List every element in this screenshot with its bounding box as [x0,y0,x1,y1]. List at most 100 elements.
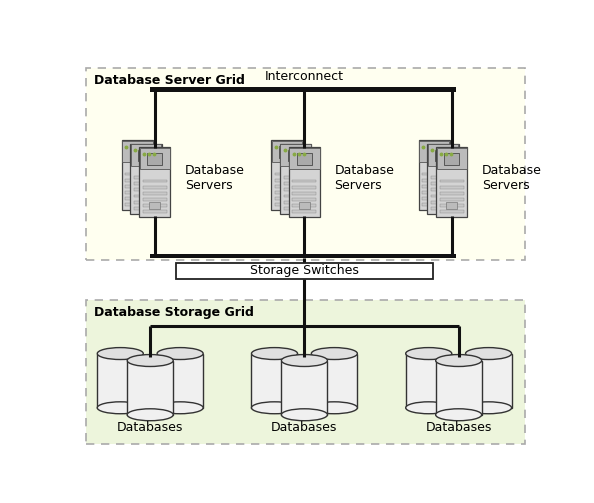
FancyBboxPatch shape [435,149,451,161]
Polygon shape [311,354,358,408]
FancyBboxPatch shape [422,179,446,182]
FancyBboxPatch shape [429,195,440,202]
FancyBboxPatch shape [289,148,320,170]
Ellipse shape [466,348,511,360]
Text: Database
Servers: Database Servers [334,164,394,193]
FancyBboxPatch shape [444,153,459,165]
FancyBboxPatch shape [125,191,149,194]
FancyBboxPatch shape [275,203,299,206]
Polygon shape [97,354,143,408]
FancyBboxPatch shape [143,180,167,183]
Ellipse shape [406,402,451,414]
FancyBboxPatch shape [422,197,446,200]
FancyBboxPatch shape [292,180,317,183]
FancyBboxPatch shape [431,201,455,204]
FancyBboxPatch shape [176,263,434,279]
FancyBboxPatch shape [290,199,301,205]
FancyBboxPatch shape [143,204,167,207]
FancyBboxPatch shape [289,147,320,217]
FancyBboxPatch shape [131,144,161,166]
Polygon shape [466,354,511,408]
FancyBboxPatch shape [292,186,317,189]
FancyBboxPatch shape [134,195,158,197]
FancyBboxPatch shape [122,141,153,162]
Ellipse shape [157,402,203,414]
FancyBboxPatch shape [426,146,442,158]
FancyBboxPatch shape [422,191,446,194]
FancyBboxPatch shape [292,210,317,213]
FancyBboxPatch shape [427,144,459,214]
Text: Database Storage Grid: Database Storage Grid [94,306,254,319]
FancyBboxPatch shape [436,147,467,217]
Text: Interconnect: Interconnect [265,70,344,83]
Ellipse shape [251,402,298,414]
FancyBboxPatch shape [132,195,143,202]
FancyBboxPatch shape [122,140,153,210]
FancyBboxPatch shape [280,144,311,214]
FancyBboxPatch shape [275,179,299,182]
FancyBboxPatch shape [86,68,526,260]
FancyBboxPatch shape [131,144,162,214]
Ellipse shape [435,355,482,367]
FancyBboxPatch shape [141,199,151,205]
FancyBboxPatch shape [134,207,158,210]
FancyBboxPatch shape [134,189,158,191]
FancyBboxPatch shape [440,198,464,201]
FancyBboxPatch shape [147,153,162,165]
FancyBboxPatch shape [280,144,311,166]
FancyBboxPatch shape [297,153,312,165]
FancyBboxPatch shape [143,186,167,189]
FancyBboxPatch shape [134,176,158,179]
FancyBboxPatch shape [288,149,304,161]
FancyBboxPatch shape [275,197,299,200]
Text: Storage Switches: Storage Switches [250,265,359,277]
FancyBboxPatch shape [129,146,145,158]
FancyBboxPatch shape [446,202,457,209]
Text: Databases: Databases [117,421,184,434]
FancyBboxPatch shape [292,192,317,195]
Text: Database Server Grid: Database Server Grid [94,74,245,87]
FancyBboxPatch shape [431,207,455,210]
FancyBboxPatch shape [125,185,149,188]
Ellipse shape [97,348,143,360]
FancyBboxPatch shape [422,173,446,176]
FancyBboxPatch shape [299,202,310,209]
FancyBboxPatch shape [125,197,149,200]
FancyBboxPatch shape [140,148,170,170]
FancyBboxPatch shape [275,191,299,194]
FancyBboxPatch shape [138,149,154,161]
Polygon shape [282,361,327,415]
Text: Database
Servers: Database Servers [185,164,245,193]
FancyBboxPatch shape [134,183,158,185]
FancyBboxPatch shape [284,176,308,179]
FancyBboxPatch shape [422,185,446,188]
FancyBboxPatch shape [143,210,167,213]
FancyBboxPatch shape [275,173,299,176]
FancyBboxPatch shape [428,144,458,166]
FancyBboxPatch shape [284,183,308,185]
FancyBboxPatch shape [440,186,464,189]
Polygon shape [157,354,203,408]
Ellipse shape [406,348,451,360]
FancyBboxPatch shape [149,202,160,209]
FancyBboxPatch shape [284,207,308,210]
FancyBboxPatch shape [125,203,149,206]
Polygon shape [435,361,482,415]
FancyBboxPatch shape [431,183,455,185]
FancyBboxPatch shape [275,185,299,188]
FancyBboxPatch shape [284,189,308,191]
FancyBboxPatch shape [422,203,446,206]
FancyBboxPatch shape [279,146,295,158]
FancyBboxPatch shape [431,176,455,179]
FancyBboxPatch shape [292,198,317,201]
Ellipse shape [282,409,327,421]
Ellipse shape [311,348,358,360]
FancyBboxPatch shape [419,140,450,210]
FancyBboxPatch shape [125,173,149,176]
Ellipse shape [282,355,327,367]
FancyBboxPatch shape [284,201,308,204]
FancyBboxPatch shape [125,179,149,182]
Ellipse shape [127,355,173,367]
FancyBboxPatch shape [134,201,158,204]
Ellipse shape [435,409,482,421]
